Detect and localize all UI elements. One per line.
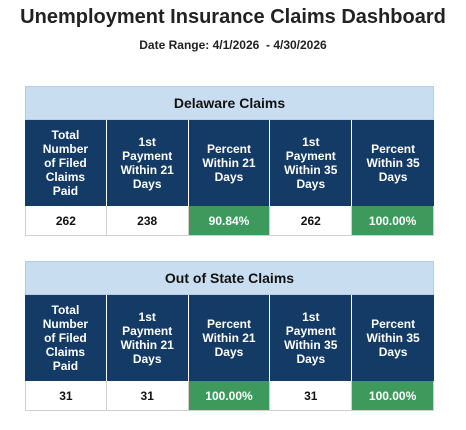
- value-cell: 31: [106, 381, 189, 411]
- value-row: 31 31 100.00% 31 100.00%: [25, 381, 434, 411]
- value-cell: 262: [270, 206, 353, 236]
- header-cell: 1st Payment Within 21 Days: [106, 295, 189, 381]
- header-cell: Total Number of Filed Claims Paid: [25, 120, 107, 206]
- value-cell: 90.84%: [188, 206, 271, 236]
- table-title: Out of State Claims: [25, 261, 434, 295]
- header-cell: Percent Within 21 Days: [188, 120, 271, 206]
- table-title: Delaware Claims: [25, 86, 434, 120]
- value-row: 262 238 90.84% 262 100.00%: [25, 206, 434, 236]
- claims-table: Delaware Claims Total Number of Filed Cla…: [25, 86, 434, 236]
- claims-table: Out of State Claims Total Number of Filed…: [25, 261, 434, 411]
- value-cell: 31: [25, 381, 107, 411]
- value-cell: 100.00%: [352, 381, 434, 411]
- header-cell: 1st Payment Within 21 Days: [106, 120, 189, 206]
- header-cell: Percent Within 35 Days: [352, 295, 434, 381]
- dashboard-title: Unemployment Insurance Claims Dashboard: [20, 6, 446, 28]
- header-row: Total Number of Filed Claims Paid 1st Pay…: [25, 120, 434, 206]
- date-range: Date Range: 4/1/2026 - 4/30/2026: [139, 38, 327, 52]
- header-row: Total Number of Filed Claims Paid 1st Pay…: [25, 295, 434, 381]
- value-cell: 100.00%: [352, 206, 434, 236]
- header-cell: Total Number of Filed Claims Paid: [25, 295, 107, 381]
- value-cell: 262: [25, 206, 107, 236]
- value-cell: 31: [270, 381, 353, 411]
- header-cell: 1st Payment Within 35 Days: [270, 295, 353, 381]
- value-cell: 238: [106, 206, 189, 236]
- header-cell: 1st Payment Within 35 Days: [270, 120, 353, 206]
- header-cell: Percent Within 35 Days: [352, 120, 434, 206]
- header-cell: Percent Within 21 Days: [188, 295, 271, 381]
- value-cell: 100.00%: [188, 381, 271, 411]
